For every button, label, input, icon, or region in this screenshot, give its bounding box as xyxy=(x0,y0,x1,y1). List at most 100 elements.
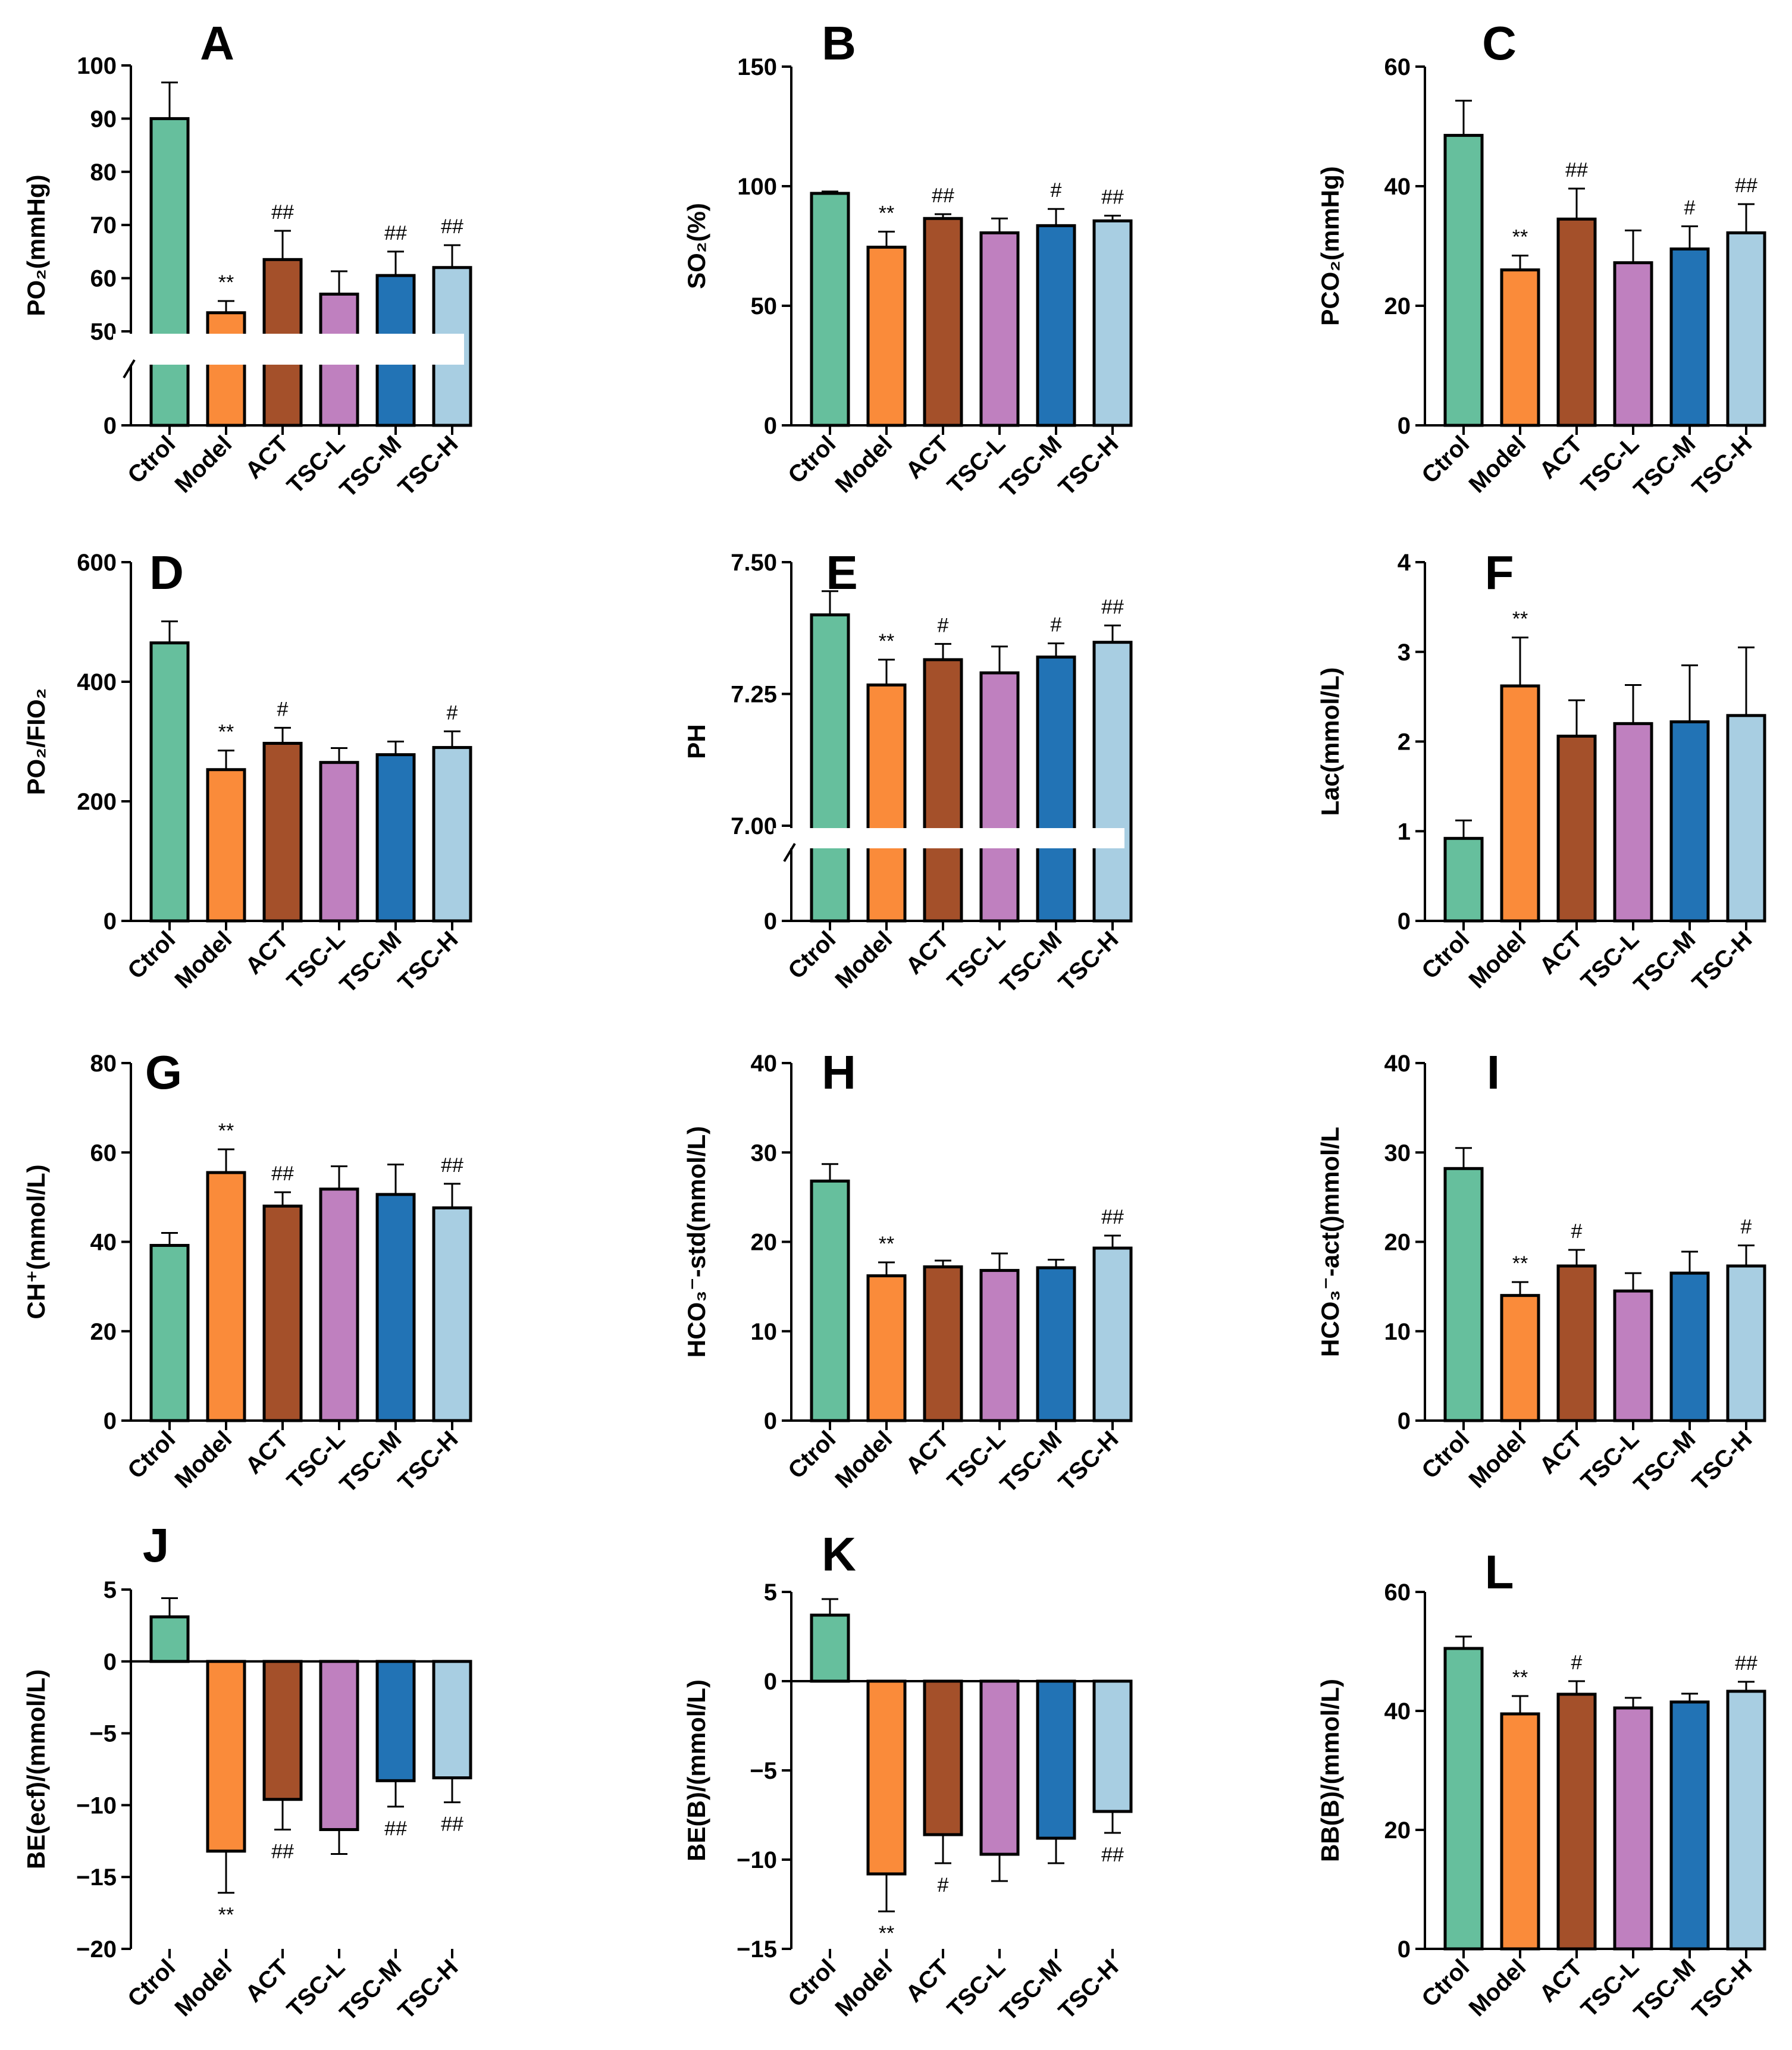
x-tick-label: Model xyxy=(1464,1954,1531,2021)
y-axis-label: HCO₃⁻-act()mmol/L xyxy=(1316,1127,1344,1357)
x-tick-label: Model xyxy=(1464,926,1531,993)
bar-ctrol xyxy=(1443,1167,1484,1422)
y-tick-label: −20 xyxy=(76,1936,117,1963)
bar-tsc-h xyxy=(432,1206,472,1422)
y-tick-label: 40 xyxy=(1384,1051,1411,1077)
y-tick-label: 0 xyxy=(104,413,117,439)
y-tick-label: 5 xyxy=(764,1579,777,1606)
y-tick-label: 5 xyxy=(104,1577,117,1603)
panel-letter: A xyxy=(200,17,234,70)
y-tick-label: 400 xyxy=(77,669,117,695)
y-tick-label: 0 xyxy=(764,413,777,439)
panel-letter: B xyxy=(822,17,856,70)
x-tick-label: TSC-H xyxy=(393,1426,463,1496)
bar-ctrol xyxy=(810,1179,850,1422)
bar-ctrol xyxy=(810,1613,850,1683)
x-tick-label: TSC-M xyxy=(335,1954,407,2026)
significance-mark: # xyxy=(938,1874,949,1897)
y-tick-label: 70 xyxy=(90,212,117,239)
y-tick-label: 20 xyxy=(1384,293,1411,319)
x-tick-label: TSC-M xyxy=(995,431,1067,503)
y-tick-label: 0 xyxy=(764,1408,777,1434)
y-tick-label: 7.00 xyxy=(731,813,777,839)
significance-mark: # xyxy=(1051,179,1062,202)
y-tick-label: 600 xyxy=(77,550,117,576)
x-tick-label: TSC-M xyxy=(995,1426,1067,1498)
x-tick-label: Model xyxy=(170,431,237,498)
significance-mark: # xyxy=(277,698,289,720)
bar-ctrol xyxy=(1443,836,1484,923)
y-tick-label: 3 xyxy=(1398,640,1411,666)
bar-tsc-m xyxy=(375,753,416,923)
significance-mark: ** xyxy=(218,1120,234,1142)
chart-panel-A: 05060708090100Ctrol**Model##ACTTSC-L##TS… xyxy=(22,17,472,503)
x-tick-label: TSC-M xyxy=(335,431,407,503)
significance-mark: # xyxy=(1741,1216,1752,1239)
bar-tsc-m xyxy=(1669,720,1710,923)
x-tick-label: ACT xyxy=(901,926,954,979)
panel-letter: J xyxy=(143,1519,170,1572)
x-tick-label: ACT xyxy=(901,1954,954,2007)
bar-act xyxy=(923,217,963,427)
significance-mark: ## xyxy=(271,1162,294,1185)
x-tick-label: ACT xyxy=(1534,926,1587,979)
x-tick-label: TSC-M xyxy=(1629,1954,1701,2026)
y-tick-label: 10 xyxy=(751,1319,778,1345)
x-tick-label: TSC-H xyxy=(393,926,463,996)
chart-panel-I: 010203040Ctrol**Model#ACTTSC-LTSC-M#TSC-… xyxy=(1316,1046,1766,1498)
bar-ctrol xyxy=(1443,1647,1484,1951)
y-tick-label: 100 xyxy=(77,53,117,79)
significance-mark: ## xyxy=(932,184,954,207)
x-tick-label: ACT xyxy=(901,431,954,484)
panel-letter: C xyxy=(1482,17,1517,70)
bar-model xyxy=(866,683,907,923)
y-tick-label: −10 xyxy=(76,1792,117,1819)
y-tick-label: 100 xyxy=(737,174,777,200)
bar-tsc-l xyxy=(979,1269,1020,1422)
significance-mark: ** xyxy=(879,1922,894,1945)
y-tick-label: 30 xyxy=(1384,1140,1411,1166)
bar-ctrol xyxy=(810,192,850,427)
significance-mark: ** xyxy=(1512,1666,1528,1689)
bar-act xyxy=(1556,1264,1597,1422)
bar-model xyxy=(206,768,246,923)
x-tick-label: TSC-M xyxy=(995,926,1067,998)
bar-tsc-m xyxy=(1669,1700,1710,1951)
y-tick-label: 20 xyxy=(751,1230,778,1256)
y-axis-label: CH⁺(mmol/L) xyxy=(22,1164,50,1319)
y-tick-label: 40 xyxy=(751,1051,778,1077)
x-tick-label: Model xyxy=(1464,1426,1531,1493)
y-tick-label: 20 xyxy=(90,1319,117,1345)
y-axis-label: PCO₂(mmHg) xyxy=(1316,166,1344,325)
x-tick-label: ACT xyxy=(1534,1954,1587,2007)
x-tick-label: TSC-H xyxy=(1687,926,1757,996)
y-tick-label: 60 xyxy=(90,1140,117,1166)
bar-model xyxy=(1500,268,1540,427)
bar-tsc-h xyxy=(1092,1679,1133,1813)
y-tick-label: 60 xyxy=(1384,1579,1411,1606)
y-tick-label: 0 xyxy=(1398,1408,1411,1434)
bar-ctrol xyxy=(149,117,190,427)
chart-panel-G: 020406080Ctrol**Model##ACTTSC-LTSC-M##TS… xyxy=(22,1046,472,1498)
y-tick-label: −5 xyxy=(750,1758,777,1784)
significance-mark: ## xyxy=(1101,186,1124,208)
significance-mark: ## xyxy=(1101,595,1124,618)
chart-panel-D: 0200400600Ctrol**Model#ACTTSC-LTSC-M#TSC… xyxy=(22,546,472,998)
bar-tsc-m xyxy=(1036,224,1076,427)
bar-tsc-l xyxy=(319,761,359,923)
chart-panel-E: 07.007.257.50Ctrol**Model#ACTTSC-L#TSC-M… xyxy=(682,546,1133,998)
bar-act xyxy=(1556,1692,1597,1951)
y-tick-label: 30 xyxy=(751,1140,778,1166)
chart-panel-K: −15−10−505Ctrol**Model#ACTTSC-LTSC-M##TS… xyxy=(682,1528,1133,2026)
chart-panel-B: 050100150Ctrol**Model##ACTTSC-L#TSC-M##T… xyxy=(682,17,1133,503)
bar-tsc-m xyxy=(1036,1679,1076,1840)
bar-model xyxy=(866,1679,907,1876)
x-tick-label: TSC-M xyxy=(335,926,407,998)
bar-model xyxy=(1500,1712,1540,1951)
significance-mark: # xyxy=(1051,613,1062,636)
bar-tsc-h xyxy=(432,746,472,923)
y-tick-label: 0 xyxy=(764,908,777,935)
y-tick-label: 200 xyxy=(77,789,117,815)
y-tick-label: 40 xyxy=(90,1230,117,1256)
significance-mark: ## xyxy=(1101,1206,1124,1228)
